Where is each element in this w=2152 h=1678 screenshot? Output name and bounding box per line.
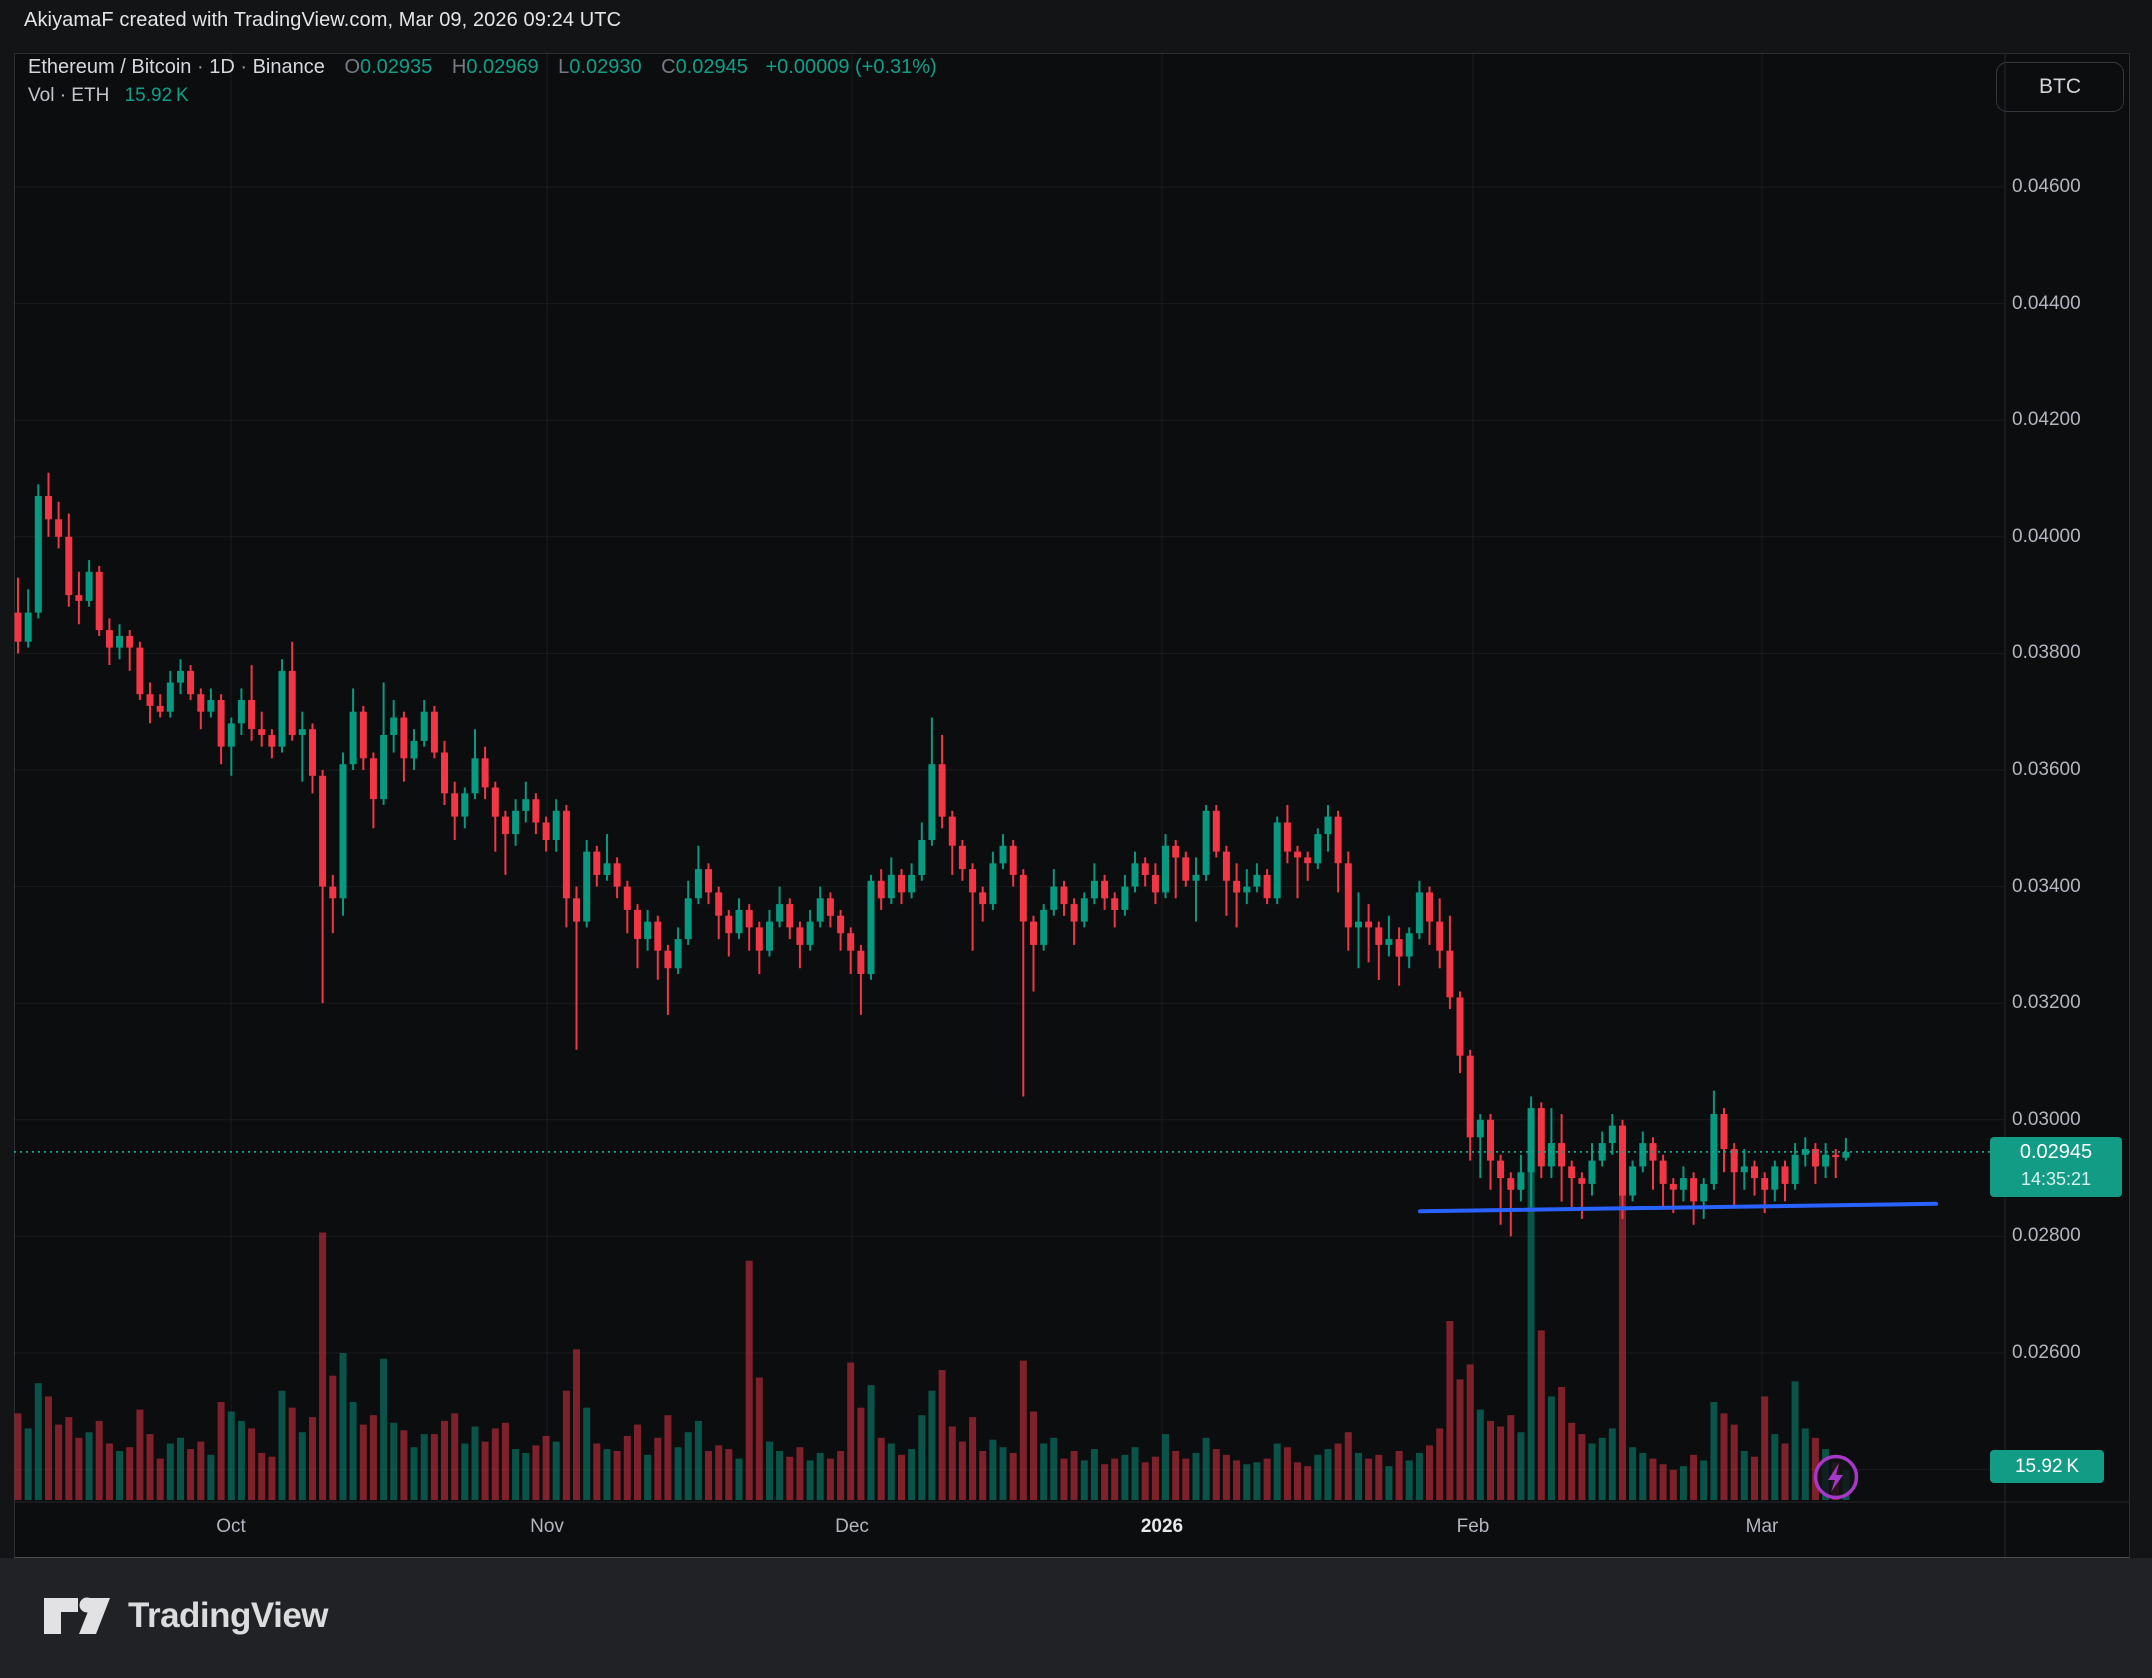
close-value: 0.02945: [675, 56, 748, 78]
tradingview-logo-text: TradingView: [128, 1596, 329, 1635]
time-tick-label: Dec: [835, 1516, 869, 1537]
tradingview-logo-icon: [44, 1597, 110, 1634]
volume-label: Vol · ETH: [28, 85, 110, 106]
price-tick-label: 0.04400: [2012, 293, 2081, 314]
attribution-text: AkiyamaF created with TradingView.com, M…: [24, 9, 622, 31]
close-label: C: [661, 56, 676, 78]
time-tick-label: Mar: [1745, 1516, 1779, 1537]
price-tick-label: 0.03600: [2012, 759, 2081, 780]
tradingview-logo[interactable]: TradingView: [44, 1596, 329, 1636]
current-price-badge: 0.02945 14:35:21: [1990, 1137, 2122, 1197]
open-label: O: [344, 56, 360, 78]
interval-label[interactable]: 1D: [209, 56, 235, 78]
time-tick-label: Feb: [1456, 1516, 1490, 1537]
price-tick-label: 0.02600: [2012, 1342, 2081, 1363]
time-tick-label: Nov: [530, 1516, 564, 1537]
volume-axis-badge: 15.92 K: [1990, 1450, 2104, 1483]
price-tick-label: 0.03000: [2012, 1109, 2081, 1130]
price-tick-label: 0.03200: [2012, 992, 2081, 1013]
current-price: 0.02945: [2019, 1141, 2093, 1163]
change-value: +0.00009 (+0.31%): [765, 56, 937, 78]
symbol-name[interactable]: Ethereum / Bitcoin: [28, 56, 192, 78]
bar-countdown: 14:35:21: [2020, 1169, 2092, 1189]
volume-value: 15.92 K: [124, 85, 189, 106]
price-tick-label: 0.04200: [2012, 409, 2081, 430]
price-tick-label: 0.04000: [2012, 526, 2081, 547]
high-label: H: [451, 56, 467, 78]
low-value: 0.02930: [569, 56, 642, 78]
price-tick-label: 0.04600: [2012, 176, 2081, 197]
chart-panel: [14, 53, 2130, 1558]
time-tick-label: Oct: [216, 1516, 246, 1537]
symbol-legend[interactable]: Ethereum / Bitcoin · 1D · Binance O0.029…: [28, 56, 937, 78]
open-value: 0.02935: [360, 56, 433, 78]
high-value: 0.02969: [466, 56, 539, 78]
price-tick-label: 0.03400: [2012, 876, 2081, 897]
currency-toggle-button[interactable]: BTC: [1996, 62, 2124, 112]
footer-bar: TradingView: [0, 1558, 2152, 1678]
time-tick-label: 2026: [1140, 1516, 1184, 1537]
price-tick-label: 0.03800: [2012, 642, 2081, 663]
price-tick-label: 0.02800: [2012, 1225, 2081, 1246]
low-label: L: [558, 56, 570, 78]
volume-legend[interactable]: Vol · ETH 15.92 K: [28, 85, 189, 107]
exchange-label: Binance: [252, 56, 325, 78]
